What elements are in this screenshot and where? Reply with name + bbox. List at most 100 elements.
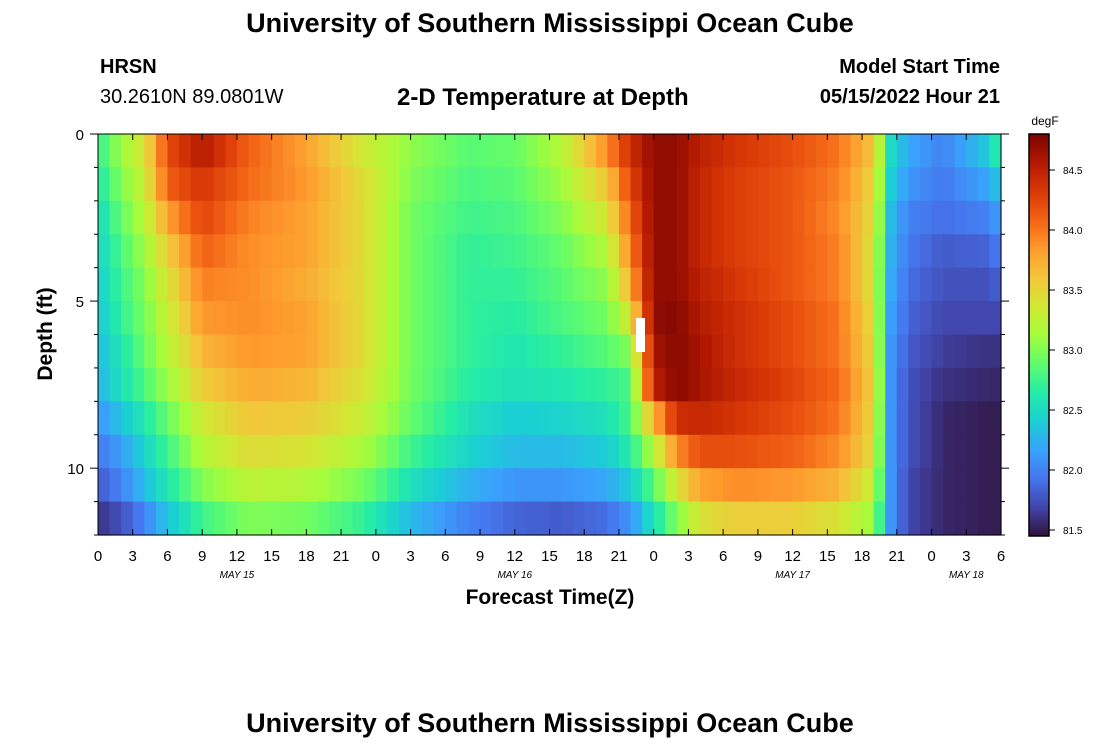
heatmap-cell	[132, 167, 145, 202]
heatmap-cell	[781, 468, 794, 503]
heatmap-cell	[294, 367, 307, 402]
y-axis: 0 5 10	[67, 127, 1009, 536]
heatmap-cell	[815, 501, 828, 536]
heatmap-cell	[422, 434, 435, 469]
heatmap-cell	[954, 334, 967, 369]
heatmap-cell	[433, 301, 446, 336]
heatmap-cell	[364, 367, 377, 402]
heatmap-cell	[537, 367, 551, 402]
heatmap-cell	[943, 334, 956, 369]
heatmap-cell	[526, 134, 539, 169]
heatmap-cell	[630, 167, 643, 202]
heatmap-cell	[862, 434, 875, 469]
heatmap-cell	[98, 334, 111, 369]
heatmap-cell	[954, 501, 967, 536]
heatmap-cell	[757, 468, 771, 503]
heatmap-cell	[155, 301, 169, 336]
heatmap-cell	[572, 134, 585, 169]
heatmap-cell	[757, 434, 771, 469]
heatmap-cell	[294, 501, 307, 536]
heatmap-cell	[850, 301, 863, 336]
heatmap-cell	[919, 434, 933, 469]
heatmap-cell	[294, 167, 307, 202]
heatmap-cell	[711, 134, 724, 169]
heatmap-cell	[491, 200, 504, 235]
heatmap-cell	[202, 468, 215, 503]
heatmap-cell	[514, 434, 527, 469]
heatmap-cell	[503, 401, 516, 436]
heatmap-cell	[769, 200, 782, 235]
heatmap-cell	[850, 134, 863, 169]
heatmap-cell	[769, 367, 782, 402]
heatmap-cell	[364, 234, 377, 269]
heatmap-cell	[792, 434, 805, 469]
heatmap-cell	[225, 501, 238, 536]
x-tick-label: 21	[333, 548, 350, 565]
heatmap-cell	[966, 401, 979, 436]
heatmap-cell	[317, 468, 331, 503]
heatmap-cell	[294, 301, 307, 336]
heatmap-cell	[595, 401, 608, 436]
heatmap-cell	[306, 301, 319, 336]
heatmap-cell	[375, 334, 389, 369]
heatmap-cell	[734, 334, 747, 369]
heatmap-cell	[283, 501, 296, 536]
heatmap-cell	[850, 401, 863, 436]
x-axis: 0 3 6 9 12 15 18 21 0 3 6 9 12 15 18 21 0 3 6 9 12 15 18 21 0 3 6 M…	[94, 134, 1005, 581]
heatmap-cell	[155, 134, 169, 169]
heatmap-cell	[329, 200, 342, 235]
heatmap-cell	[908, 267, 921, 302]
heatmap-cell	[121, 167, 134, 202]
heatmap-cell	[375, 234, 389, 269]
heatmap-cell	[410, 301, 423, 336]
heatmap-cell	[549, 200, 562, 235]
heatmap-cell	[306, 401, 319, 436]
heatmap-cell	[757, 200, 771, 235]
heatmap-cell	[144, 234, 157, 269]
heatmap-cell	[271, 468, 284, 503]
heatmap-cell	[480, 401, 493, 436]
heatmap-cell	[468, 134, 481, 169]
heatmap-cell	[804, 134, 817, 169]
heatmap-cell	[584, 267, 597, 302]
heatmap-cell	[491, 501, 504, 536]
heatmap-cell	[352, 401, 365, 436]
heatmap-cell	[977, 468, 991, 503]
heatmap-cell	[595, 267, 608, 302]
heatmap-cell	[688, 267, 701, 302]
heatmap-cell	[248, 200, 261, 235]
heatmap-cell	[283, 468, 296, 503]
heatmap-cell	[491, 334, 504, 369]
heatmap-cell	[688, 401, 701, 436]
heatmap-cell	[908, 200, 921, 235]
heatmap-cell	[954, 468, 967, 503]
heatmap-cell	[433, 501, 446, 536]
heatmap-cell	[445, 134, 458, 169]
date-label: MAY 17	[775, 570, 810, 581]
heatmap-cell	[526, 434, 539, 469]
heatmap-cell	[711, 501, 724, 536]
heatmap-cell	[954, 267, 967, 302]
heatmap-cell	[456, 367, 470, 402]
heatmap-cell	[179, 234, 192, 269]
heatmap-cell	[132, 134, 145, 169]
heatmap-cell	[896, 267, 909, 302]
heatmap-cell	[827, 267, 840, 302]
heatmap-cell	[399, 301, 412, 336]
heatmap-cell	[98, 434, 111, 469]
heatmap-cell	[514, 501, 527, 536]
heatmap-cell	[364, 167, 377, 202]
heatmap-cell	[503, 334, 516, 369]
heatmap-cell	[294, 468, 307, 503]
heatmap-cell	[445, 334, 458, 369]
heatmap-cell	[561, 367, 574, 402]
heatmap-cell	[943, 501, 956, 536]
heatmap-cell	[781, 234, 794, 269]
x-tick-label: 6	[997, 548, 1005, 565]
x-tick-label: 9	[754, 548, 762, 565]
heatmap-cell	[283, 401, 296, 436]
heatmap-cell	[352, 468, 365, 503]
heatmap-cell	[399, 434, 412, 469]
heatmap-cell	[422, 367, 435, 402]
heatmap-cell	[213, 134, 226, 169]
